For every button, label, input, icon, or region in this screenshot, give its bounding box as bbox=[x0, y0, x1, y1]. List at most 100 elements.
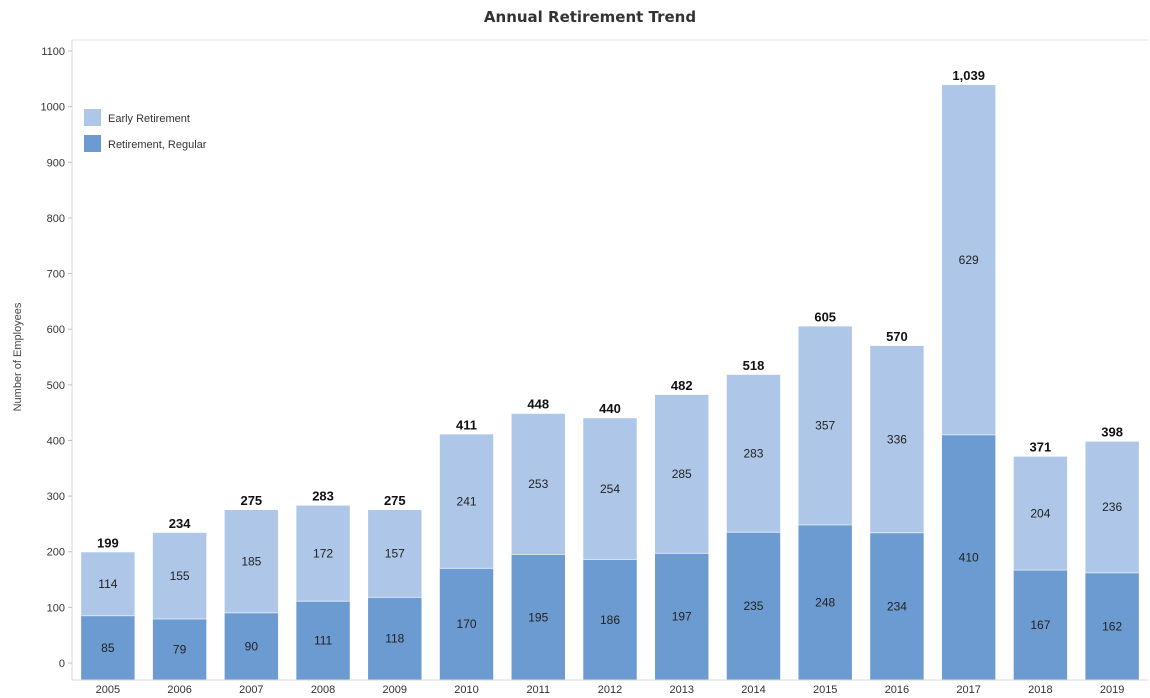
bar-early-2018 bbox=[1013, 456, 1068, 571]
bar-early-2019 bbox=[1085, 441, 1139, 573]
legend: Early Retirement Retirement, Regular bbox=[84, 109, 207, 152]
bar-group-2010: 170 241 411 bbox=[439, 417, 494, 680]
x-tick-label: 2010 bbox=[454, 684, 478, 696]
chart-title: Annual Retirement Trend bbox=[483, 8, 697, 26]
bar-early-2005 bbox=[81, 552, 135, 616]
bar-early-2010 bbox=[439, 434, 494, 569]
bar-early-2015 bbox=[798, 326, 852, 526]
y-tick-label: 200 bbox=[47, 547, 65, 559]
label-total-2009: 275 bbox=[384, 493, 406, 508]
bar-regular-2019 bbox=[1085, 572, 1139, 680]
label-total-2010: 411 bbox=[456, 417, 477, 432]
y-tick-label: 800 bbox=[47, 213, 65, 225]
label-total-2005: 199 bbox=[97, 535, 119, 550]
bar-regular-2014 bbox=[726, 532, 781, 680]
bar-group-2019: 162 236 398 bbox=[1085, 425, 1139, 680]
y-axis: 0 100 200 300 400 500 600 700 800 900 1000 1100 Numb… bbox=[12, 39, 1148, 680]
label-total-2008: 283 bbox=[312, 489, 334, 504]
y-tick-label: 700 bbox=[47, 269, 65, 281]
x-tick-label: 2013 bbox=[669, 684, 693, 696]
bar-group-2016: 234 336 570 bbox=[870, 329, 924, 680]
bar-early-2016 bbox=[870, 345, 924, 533]
label-regular-2018: 167 bbox=[1030, 618, 1050, 632]
label-total-2011: 448 bbox=[527, 397, 549, 412]
legend-swatch bbox=[84, 135, 101, 152]
y-tick-label: 400 bbox=[47, 435, 65, 447]
label-early-2017: 629 bbox=[959, 253, 979, 267]
y-tick-label: 0 bbox=[59, 658, 65, 670]
bar-early-2012 bbox=[583, 418, 637, 560]
label-total-2016: 570 bbox=[886, 329, 908, 344]
bar-group-2007: 90 185 275 bbox=[224, 493, 279, 680]
bar-regular-2008 bbox=[296, 601, 350, 680]
bar-group-2011: 195 253 448 bbox=[511, 397, 565, 680]
x-tick-label: 2017 bbox=[956, 684, 980, 696]
y-tick-label: 500 bbox=[47, 380, 65, 392]
label-regular-2019: 162 bbox=[1102, 619, 1122, 633]
label-early-2008: 172 bbox=[313, 546, 333, 560]
legend-item: Retirement, Regular bbox=[84, 135, 207, 152]
x-tick-label: 2006 bbox=[167, 684, 191, 696]
bar-early-2014 bbox=[726, 374, 781, 533]
label-early-2005: 114 bbox=[98, 577, 117, 591]
label-early-2012: 254 bbox=[600, 482, 620, 496]
bar-regular-2018 bbox=[1013, 570, 1068, 680]
legend-label: Retirement, Regular bbox=[108, 139, 207, 151]
label-early-2015: 357 bbox=[815, 419, 835, 433]
label-regular-2010: 170 bbox=[457, 617, 477, 631]
bars: 85 114 199 79 155 234 90 185 275 111 172 283 118 157 2… bbox=[81, 68, 1139, 680]
bar-group-2017: 410 629 1,039 bbox=[941, 68, 996, 680]
bar-group-2015: 248 357 605 bbox=[798, 309, 852, 680]
bar-group-2013: 197 285 482 bbox=[655, 378, 709, 680]
bar-regular-2010 bbox=[439, 568, 494, 680]
label-regular-2008: 111 bbox=[314, 634, 333, 648]
bar-early-2008 bbox=[296, 505, 350, 602]
bar-group-2009: 118 157 275 bbox=[368, 493, 422, 680]
x-tick-label: 2015 bbox=[813, 684, 837, 696]
label-regular-2016: 234 bbox=[887, 599, 907, 613]
label-total-2012: 440 bbox=[599, 401, 621, 416]
bar-early-2007 bbox=[224, 510, 279, 613]
label-regular-2012: 186 bbox=[600, 613, 620, 627]
x-tick-label: 2007 bbox=[239, 684, 263, 696]
label-early-2016: 336 bbox=[887, 432, 907, 446]
x-tick-label: 2012 bbox=[598, 684, 622, 696]
label-early-2011: 253 bbox=[528, 477, 548, 491]
legend-swatch bbox=[84, 109, 101, 126]
label-total-2015: 605 bbox=[814, 309, 836, 324]
x-axis: 2005 2006 2007 2008 2009 2010 2011 2012 2013 2014… bbox=[72, 679, 1148, 696]
bar-group-2008: 111 172 283 bbox=[296, 489, 350, 680]
bar-regular-2015 bbox=[798, 525, 852, 680]
bar-regular-2005 bbox=[81, 615, 135, 680]
bar-regular-2011 bbox=[511, 554, 565, 680]
bar-early-2017 bbox=[941, 84, 996, 435]
label-regular-2005: 85 bbox=[101, 641, 115, 655]
bar-group-2018: 167 204 371 bbox=[1013, 440, 1068, 680]
label-early-2014: 283 bbox=[743, 447, 763, 461]
label-early-2009: 157 bbox=[385, 547, 405, 561]
y-tick-label: 1100 bbox=[41, 46, 65, 58]
x-tick-label: 2018 bbox=[1028, 684, 1052, 696]
x-tick-label: 2005 bbox=[96, 684, 120, 696]
label-regular-2011: 195 bbox=[528, 610, 548, 624]
x-tick-label: 2014 bbox=[741, 684, 765, 696]
x-tick-label: 2016 bbox=[885, 684, 909, 696]
x-tick-label: 2008 bbox=[311, 684, 335, 696]
label-early-2006: 155 bbox=[170, 569, 190, 583]
y-tick-label: 100 bbox=[47, 602, 65, 614]
label-regular-2013: 197 bbox=[672, 610, 692, 624]
y-tick-label: 1000 bbox=[41, 102, 65, 114]
x-tick-label: 2009 bbox=[383, 684, 407, 696]
label-regular-2015: 248 bbox=[815, 596, 835, 610]
x-tick-label: 2011 bbox=[526, 684, 550, 696]
x-tick-label: 2019 bbox=[1100, 684, 1124, 696]
legend-item: Early Retirement bbox=[84, 109, 190, 126]
label-early-2018: 204 bbox=[1030, 506, 1050, 520]
label-total-2007: 275 bbox=[240, 493, 262, 508]
label-total-2017: 1,039 bbox=[952, 68, 985, 83]
label-regular-2017: 410 bbox=[959, 550, 979, 564]
bar-group-2005: 85 114 199 bbox=[81, 535, 135, 680]
bar-regular-2016 bbox=[870, 532, 924, 680]
bar-regular-2013 bbox=[655, 553, 709, 680]
